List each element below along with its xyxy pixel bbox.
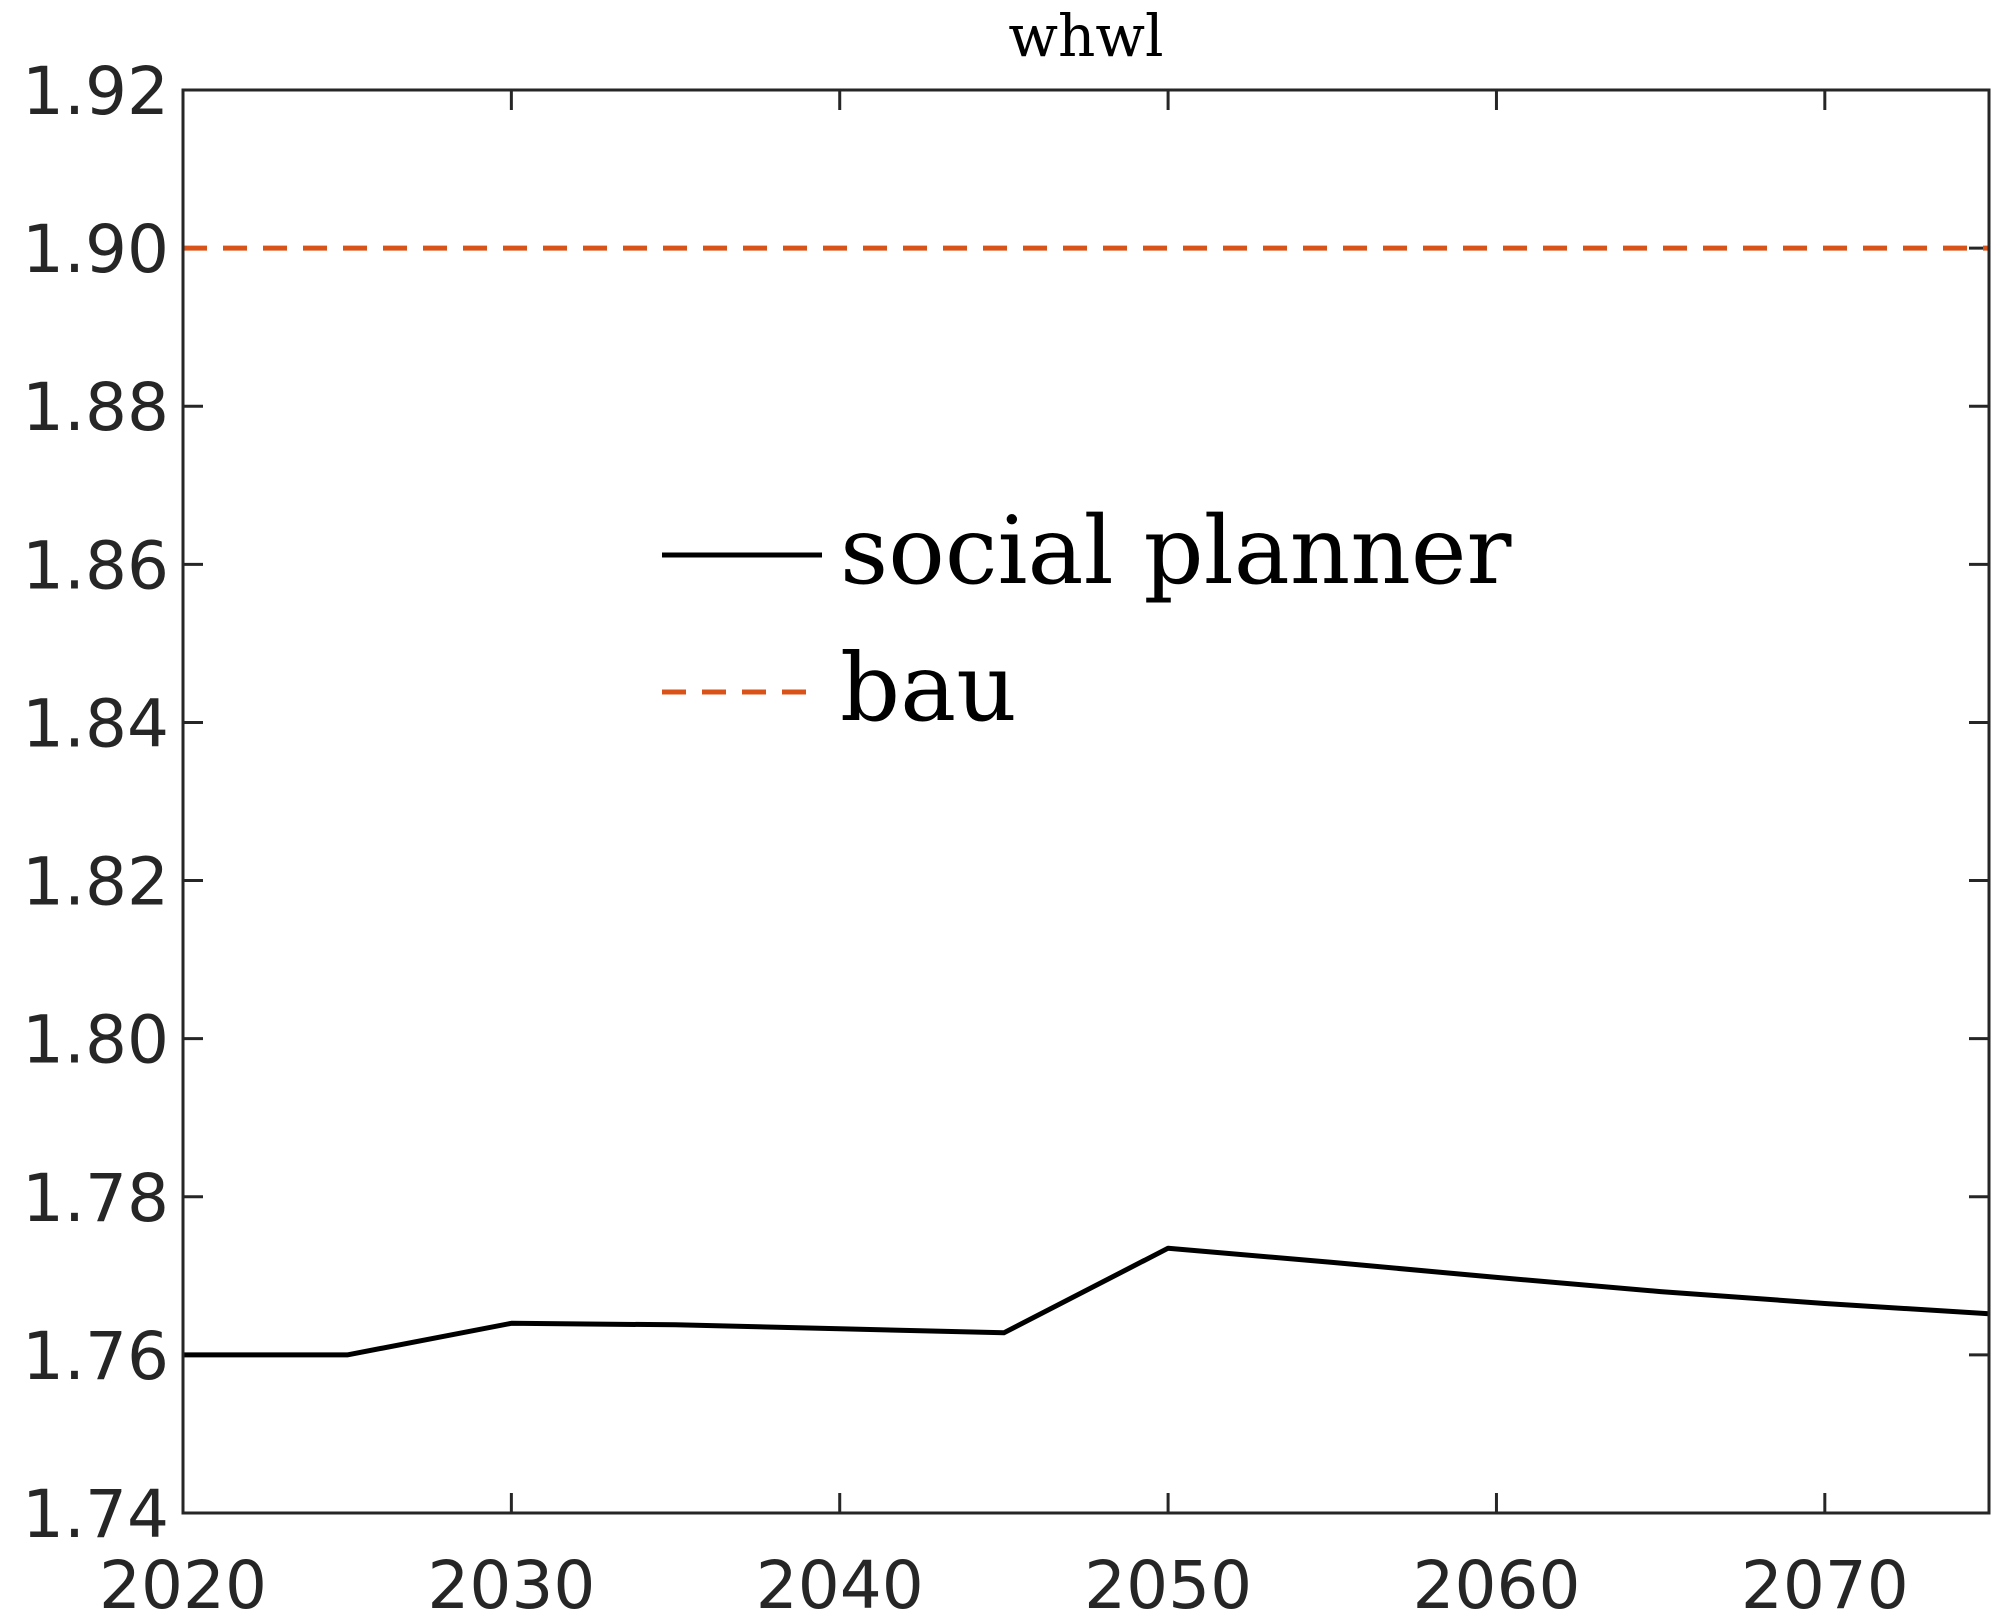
- y-tick-label: 1.86: [22, 527, 169, 604]
- data-point: [1003, 1332, 1004, 1333]
- data-point: [347, 248, 348, 249]
- plot-frame: [181, 88, 1991, 1515]
- data-point: [347, 1354, 348, 1355]
- series-layer: [183, 245, 1990, 1358]
- data-point: [1660, 1291, 1661, 1292]
- legend: social planner bau: [662, 497, 1512, 743]
- data-point: [1824, 248, 1825, 249]
- x-tick-label: 2020: [99, 1547, 267, 1613]
- x-tick-label: 2050: [1084, 1547, 1252, 1613]
- x-tick-label: 2040: [756, 1547, 924, 1613]
- data-point: [839, 248, 840, 249]
- x-tick-label: 2030: [427, 1547, 595, 1613]
- data-point: [1824, 1303, 1825, 1304]
- data-point: [1660, 248, 1661, 249]
- data-point: [1168, 248, 1169, 249]
- data-point: [511, 1323, 512, 1324]
- legend-label-social-planner: social planner: [840, 497, 1512, 606]
- data-point: [511, 248, 512, 249]
- axes: 1.74 1.76 1.78 1.80 1.82 1.84 1.86 1.88 1.90 1.92…: [22, 53, 1989, 1613]
- y-tick-label: 1.90: [22, 211, 169, 288]
- y-tick-label: 1.80: [22, 1002, 169, 1079]
- data-point: [839, 1328, 840, 1329]
- data-point: [675, 1324, 676, 1325]
- data-point: [675, 248, 676, 249]
- data-point: [1496, 1277, 1497, 1278]
- legend-label-bau: bau: [840, 634, 1017, 743]
- data-point: [1332, 248, 1333, 249]
- x-tick-label: 2060: [1412, 1547, 1580, 1613]
- chart-title: whwl: [1008, 2, 1163, 70]
- y-tick-label: 1.82: [22, 844, 169, 921]
- y-tick-label: 1.74: [22, 1476, 169, 1553]
- y-tick-label: 1.88: [22, 369, 169, 446]
- data-point: [1003, 248, 1004, 249]
- y-tick-label: 1.76: [22, 1318, 169, 1395]
- series-line-social-planner: [183, 1245, 1990, 1358]
- data-point: [1496, 248, 1497, 249]
- y-tick-label: 1.84: [22, 685, 169, 762]
- x-tick-label: 2070: [1741, 1547, 1909, 1613]
- y-tick-label: 1.92: [22, 53, 169, 130]
- data-point: [1168, 1248, 1169, 1249]
- y-tick-label: 1.78: [22, 1160, 169, 1237]
- data-point: [1332, 1262, 1333, 1263]
